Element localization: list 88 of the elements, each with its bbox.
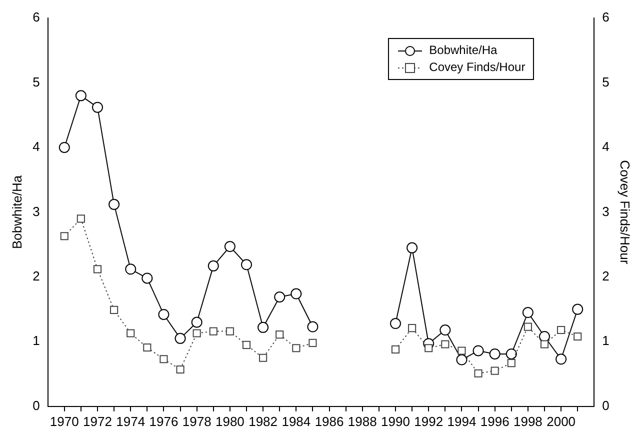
point	[274, 292, 286, 302]
point	[522, 307, 534, 318]
point	[408, 324, 416, 332]
point	[574, 332, 582, 341]
point	[93, 265, 102, 274]
point	[192, 329, 201, 338]
point	[458, 346, 466, 355]
legend-label: Covey Finds/Hour	[429, 59, 526, 76]
point	[242, 340, 251, 349]
point	[441, 340, 450, 348]
point	[191, 316, 202, 328]
point	[143, 343, 152, 352]
point	[572, 304, 584, 315]
x-tick-label: 1992	[414, 414, 444, 429]
point	[208, 260, 219, 272]
y-axis-title: Bobwhite/Ha	[9, 174, 24, 250]
y2-tick-label: 2	[602, 268, 610, 284]
legend-label: Bobwhite/Ha	[429, 42, 498, 59]
x-tick-label: 1998	[513, 414, 542, 429]
x-tick-label: 1986	[314, 414, 344, 429]
x-tick-label: 1984	[282, 414, 311, 429]
point	[557, 326, 566, 334]
point	[490, 366, 499, 375]
y-tick-label: 4	[32, 139, 40, 154]
x-tick-label: 1970	[50, 414, 79, 429]
point	[110, 306, 118, 314]
point	[524, 322, 532, 331]
x-tick-label: 1996	[480, 414, 510, 429]
point	[391, 345, 400, 354]
point	[142, 272, 153, 284]
point	[507, 358, 516, 368]
y2-tick-label: 3	[602, 204, 610, 219]
point	[58, 142, 70, 153]
point	[259, 354, 268, 362]
point	[108, 198, 120, 210]
y2-tick-label: 0	[602, 398, 610, 413]
point	[125, 264, 136, 275]
y-tick-label: 5	[32, 74, 40, 90]
point	[126, 329, 135, 338]
point	[540, 340, 549, 348]
x-tick-label: 1982	[248, 414, 278, 429]
point	[292, 344, 300, 352]
x-tick-label: 1988	[348, 414, 377, 429]
point	[60, 232, 68, 240]
point	[424, 344, 433, 352]
x-tick-label: 2000	[546, 414, 576, 429]
point	[258, 322, 269, 333]
y-tick-label: 1	[32, 333, 40, 348]
point	[506, 348, 517, 360]
point	[440, 324, 451, 336]
point	[174, 332, 186, 344]
point	[160, 355, 168, 364]
x-tick-label: 1976	[149, 414, 178, 429]
y2-axis-title: Covey Finds/Hour	[618, 160, 633, 265]
y-tick-label: 0	[32, 398, 40, 413]
point	[276, 330, 284, 339]
point	[224, 241, 236, 252]
x-tick-label: 1974	[116, 414, 146, 429]
point	[474, 369, 482, 378]
x-tick-label: 1978	[182, 414, 212, 429]
point	[158, 308, 170, 320]
point	[92, 102, 103, 113]
point	[456, 354, 468, 366]
point	[226, 327, 234, 336]
point	[390, 318, 401, 330]
x-tick-label: 1994	[447, 414, 476, 429]
x-tick-label: 1990	[381, 414, 410, 429]
y2-tick-label: 4	[602, 139, 610, 154]
y-tick-label: 2	[32, 268, 40, 284]
point	[307, 321, 318, 332]
x-tick-label: 1980	[215, 414, 244, 429]
point	[489, 348, 500, 360]
y-tick-label: 3	[32, 204, 40, 219]
point	[556, 354, 567, 365]
point	[76, 214, 85, 223]
y2-tick-label: 5	[602, 74, 610, 90]
point	[75, 90, 86, 102]
y2-tick-label: 6	[602, 10, 610, 25]
point	[290, 288, 302, 300]
y2-tick-label: 1	[602, 333, 610, 348]
point	[176, 365, 184, 374]
point	[308, 338, 317, 347]
point	[241, 259, 252, 270]
x-tick-label: 1972	[83, 414, 112, 429]
point	[472, 345, 484, 356]
y-tick-label: 6	[32, 10, 40, 25]
point	[209, 327, 218, 336]
point	[406, 242, 418, 254]
